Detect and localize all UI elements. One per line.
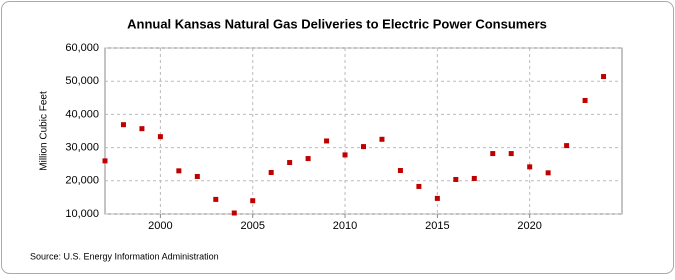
y-tick-label: 30,000 xyxy=(65,142,99,154)
point xyxy=(601,74,607,80)
y-tick-label: 20,000 xyxy=(65,175,99,187)
point xyxy=(416,183,422,189)
point xyxy=(268,170,274,175)
point xyxy=(471,175,477,181)
point xyxy=(490,151,496,157)
point xyxy=(545,170,551,176)
x-tick-label: 2020 xyxy=(517,220,541,232)
x-tick-label: 2000 xyxy=(148,220,172,232)
point xyxy=(231,210,237,216)
point xyxy=(379,136,385,142)
x-tick-label: 2010 xyxy=(333,220,357,232)
point xyxy=(139,126,145,132)
point xyxy=(176,168,182,174)
y-tick-label: 50,000 xyxy=(65,75,99,87)
point xyxy=(582,97,588,103)
y-tick-label: 40,000 xyxy=(65,108,99,120)
point xyxy=(250,198,256,204)
point xyxy=(287,160,293,166)
y-axis-label: Million Cubic Feet xyxy=(39,91,50,171)
point xyxy=(564,143,570,149)
point xyxy=(434,195,440,201)
point xyxy=(397,168,403,174)
point xyxy=(508,151,514,157)
point xyxy=(453,176,459,182)
point xyxy=(361,144,366,150)
y-tick-label: 10,000 xyxy=(65,208,99,220)
point xyxy=(342,152,348,158)
point xyxy=(194,173,200,179)
source: Source: U.S. Energy Information Administ… xyxy=(30,251,219,261)
x-tick-label: 2005 xyxy=(240,220,264,232)
point xyxy=(157,134,163,140)
point xyxy=(120,122,126,128)
chart-title: Annual Kansas Natural Gas Deliveries to … xyxy=(127,16,547,31)
point xyxy=(213,196,219,202)
point xyxy=(305,156,311,162)
x-tick-label: 2015 xyxy=(425,220,449,232)
y-tick-label: 60,000 xyxy=(65,42,99,54)
point xyxy=(527,164,533,170)
point xyxy=(324,138,330,144)
point xyxy=(102,158,108,164)
frame xyxy=(1,1,674,274)
